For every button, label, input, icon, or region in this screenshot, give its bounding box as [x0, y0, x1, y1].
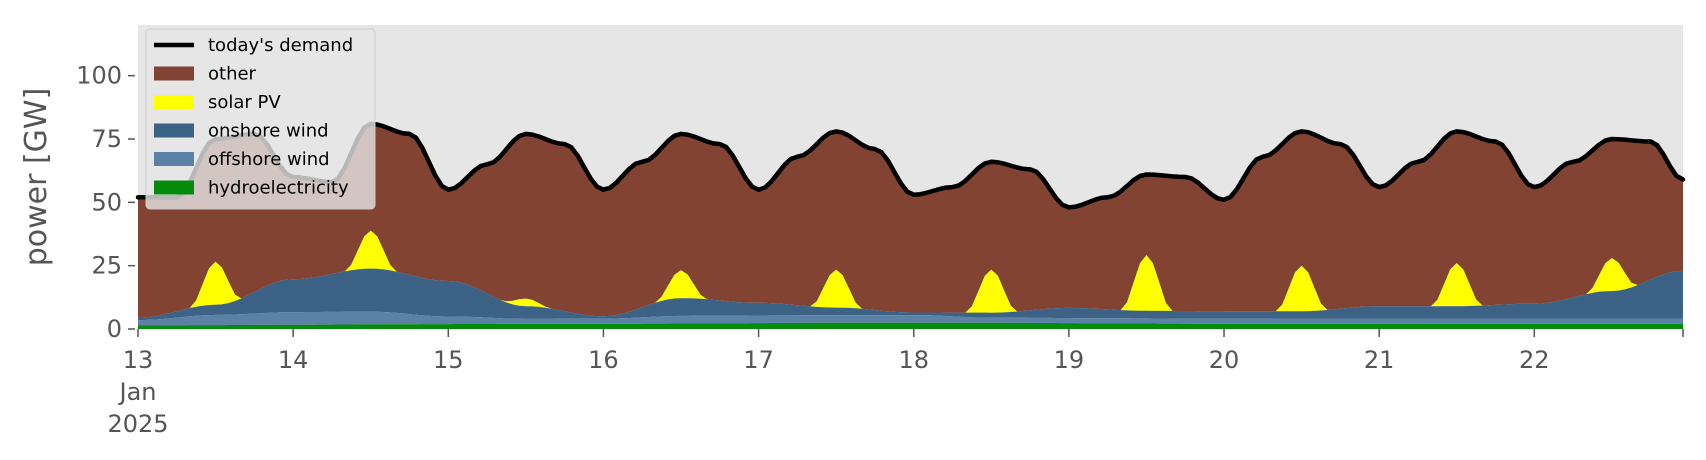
x-tick-label: 16	[588, 346, 619, 374]
y-tick-label: 25	[91, 252, 122, 280]
legend-label: onshore wind	[208, 121, 329, 142]
x-tick-label: 20	[1209, 346, 1240, 374]
axes: 0 25 50 75 100 13 Jan 2025 14 15 16 17 18 19 20 21 22	[76, 62, 1684, 438]
legend-swatch	[154, 180, 194, 195]
x-tick-label: 13	[123, 346, 154, 374]
legend-label: other	[208, 64, 257, 85]
y-axis-title: power [GW]	[19, 88, 54, 267]
legend-label: today's demand	[208, 35, 353, 56]
legend-swatch	[154, 95, 194, 109]
area-offshore-wind	[138, 311, 1683, 326]
area-onshore-wind	[138, 268, 1683, 321]
x-tick-label: 22	[1519, 346, 1550, 374]
x-tick-label: 15	[433, 346, 464, 374]
area-hydroelectricity	[138, 322, 1683, 329]
legend-label: hydroelectricity	[208, 178, 349, 199]
y-tick-label: 75	[91, 125, 122, 153]
y-tick-label: 0	[107, 315, 122, 343]
y-tick-label: 50	[91, 188, 122, 216]
x-tick-label: 18	[898, 346, 929, 374]
legend-label: offshore wind	[208, 149, 330, 170]
legend-swatch	[154, 66, 194, 81]
area-other	[138, 123, 1683, 318]
legend-swatch	[154, 123, 194, 138]
demand-line-layer	[135, 121, 1686, 210]
x-tick-label: 17	[743, 346, 774, 374]
legend-label: solar PV	[208, 92, 281, 113]
legend-swatch	[154, 152, 194, 166]
demand-line	[135, 121, 1686, 210]
legend: today's demand other solar PV onshore wind o…	[145, 28, 376, 210]
x-tick-sublabel: Jan	[118, 378, 157, 406]
area-solar-pv	[138, 230, 1683, 318]
x-tick-label: 19	[1054, 346, 1085, 374]
legend-box	[145, 28, 376, 210]
x-tick-label: 14	[278, 346, 309, 374]
area-layers	[138, 123, 1683, 329]
x-tick-sublabel: 2025	[107, 410, 168, 438]
y-tick-label: 100	[76, 62, 122, 90]
x-tick-label: 21	[1364, 346, 1395, 374]
